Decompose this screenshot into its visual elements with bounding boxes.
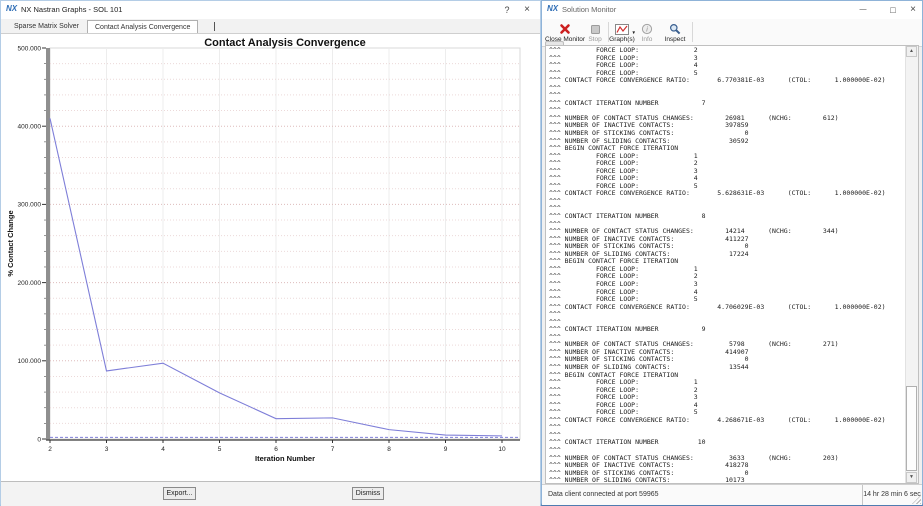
y-tick-label: 100.000 [18, 358, 42, 365]
solver-log-text: ^^^ FORCE LOOP: 2 ^^^ FORCE LOOP: 3 ^^^ … [549, 46, 886, 484]
x-tick-label: 3 [105, 446, 109, 453]
y-tick-label: 0 [37, 436, 41, 443]
tab-sparse-matrix-solver[interactable]: Sparse Matrix Solver [14, 23, 79, 30]
convergence-chart: 0 100.000 200.000 300.000 400.000 500.000 2 3 4 5… [6, 37, 521, 463]
x-tick-label: 8 [387, 446, 391, 453]
x-tick-label: 5 [218, 446, 222, 453]
monitor-titlebar: NX Solution Monitor — □ × [542, 1, 922, 19]
elapsed-time-text: 14 hr 28 min 6 sec [862, 485, 921, 505]
close-window-button[interactable]: × [524, 4, 530, 15]
nastran-graphs-window: NX NX Nastran Graphs - SOL 101 ? × Spars… [0, 0, 541, 506]
series-line [49, 118, 503, 437]
resize-grip[interactable] [912, 495, 921, 504]
y-axis-label: % Contact Change [6, 210, 15, 276]
toolbar-separator [692, 22, 693, 42]
solution-monitor-window: NX Solution Monitor — □ × Close Monitor … [541, 0, 923, 506]
tab-contact-analysis-convergence[interactable]: Contact Analysis Convergence [87, 20, 199, 34]
y-tick-label: 300.000 [18, 202, 42, 209]
nx-logo: NX [547, 4, 559, 13]
x-tick-label: 7 [331, 446, 335, 453]
chart-panel: 0 100.000 200.000 300.000 400.000 500.000 2 3 4 5… [1, 33, 540, 481]
graphs-window-title: NX Nastran Graphs - SOL 101 [21, 5, 123, 14]
plot-area [49, 47, 521, 440]
dismiss-button[interactable]: Dismiss [352, 487, 384, 500]
info-button[interactable]: i Info [636, 20, 658, 45]
y-tick-label: 400.000 [18, 124, 42, 131]
x-tick-label: 9 [444, 446, 448, 453]
monitor-toolbar: Close Monitor Stop ▼ Graph(s) i [542, 19, 922, 47]
inspect-button[interactable]: Inspect [660, 20, 690, 45]
inspect-icon [660, 20, 690, 36]
info-icon: i [636, 20, 658, 36]
stop-icon [584, 20, 606, 36]
scroll-up-button[interactable]: ▲ [906, 46, 917, 57]
graphs-titlebar: NX NX Nastran Graphs - SOL 101 ? × [1, 1, 540, 19]
close-monitor-window-button[interactable]: × [910, 4, 916, 15]
minimize-button[interactable]: — [859, 6, 867, 13]
connection-status-text: Data client connected at port 59965 [548, 491, 659, 498]
scroll-thumb[interactable] [906, 386, 917, 471]
graphs-button[interactable]: ▼ Graph(s) [606, 20, 638, 45]
monitor-statusbar: Data client connected at port 59965 14 h… [542, 484, 922, 505]
chart-title: Contact Analysis Convergence [204, 37, 366, 49]
x-axis-label: Iteration Number [255, 454, 315, 463]
graph-tabbar: Sparse Matrix Solver Contact Analysis Co… [1, 19, 540, 34]
x-tick-label: 2 [48, 446, 52, 453]
x-tick-label: 4 [161, 446, 165, 453]
tab-focus-cursor [214, 22, 215, 31]
close-monitor-icon [544, 20, 586, 36]
solver-log-area[interactable]: ^^^ FORCE LOOP: 2 ^^^ FORCE LOOP: 3 ^^^ … [545, 45, 919, 484]
graphs-icon: ▼ [606, 20, 638, 36]
graphs-button-row: Export... Dismiss [1, 481, 540, 506]
y-axis [46, 48, 50, 440]
stop-button[interactable]: Stop [584, 20, 606, 45]
export-button[interactable]: Export... [163, 487, 196, 500]
nx-logo: NX [6, 4, 18, 13]
help-button[interactable]: ? [504, 5, 510, 15]
y-tick-label: 200.000 [18, 280, 42, 287]
log-scrollbar[interactable]: ▲ ▼ [905, 46, 918, 483]
close-monitor-button[interactable]: Close Monitor [544, 20, 586, 45]
toolbar-separator [608, 22, 609, 42]
x-tick-label: 6 [274, 446, 278, 453]
scroll-down-button[interactable]: ▼ [906, 472, 917, 483]
svg-text:i: i [646, 27, 648, 34]
x-tick-label: 10 [498, 446, 506, 453]
monitor-window-title: Solution Monitor [562, 5, 617, 14]
y-tick-label: 500.000 [18, 45, 42, 52]
graphs-dropdown-icon[interactable]: ▼ [631, 30, 636, 35]
maximize-button[interactable]: □ [890, 5, 896, 15]
